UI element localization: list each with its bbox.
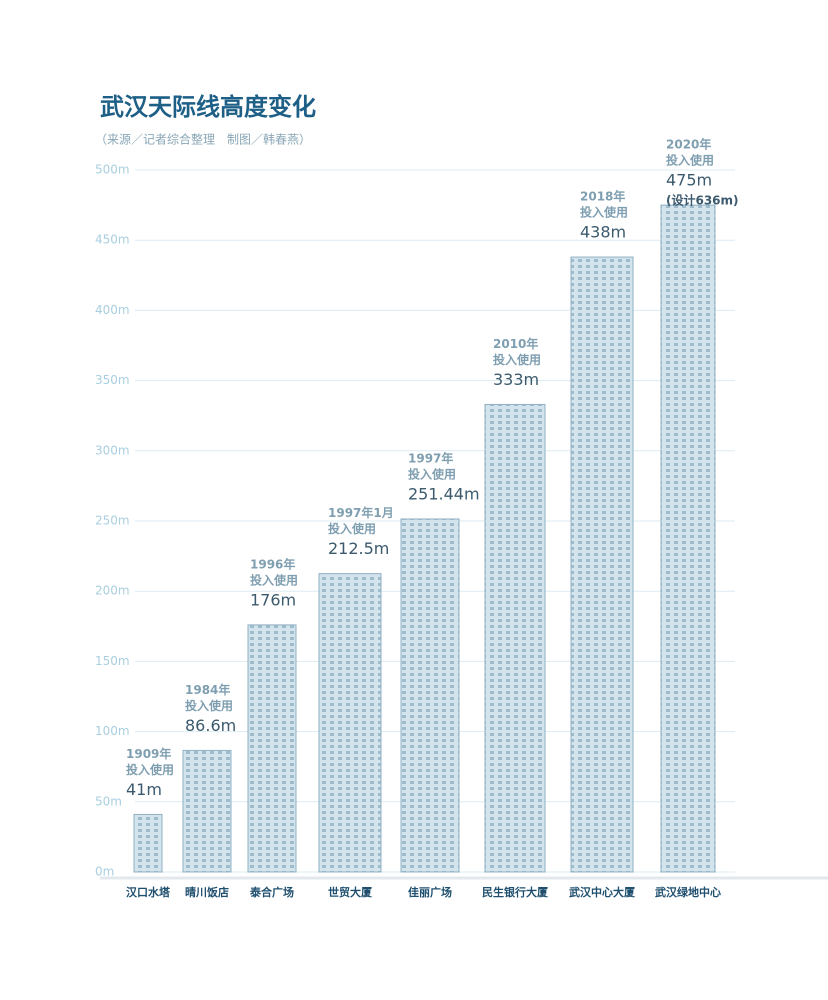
year-label: 2020年 bbox=[666, 137, 711, 152]
y-tick-label: 400m bbox=[95, 303, 130, 317]
status-label: 投入使用 bbox=[580, 205, 628, 220]
x-tick-label: 武汉绿地中心 bbox=[655, 885, 721, 899]
value-label: 86.6m bbox=[185, 716, 236, 735]
y-tick-label: 0m bbox=[95, 865, 114, 879]
year-label: 1984年 bbox=[185, 682, 230, 697]
bar bbox=[318, 573, 382, 873]
status-label: 投入使用 bbox=[126, 762, 174, 777]
bar bbox=[660, 204, 716, 873]
bar bbox=[133, 813, 163, 873]
y-tick-label: 150m bbox=[95, 654, 130, 668]
value-label: 41m bbox=[126, 780, 162, 799]
value-label: 251.44m bbox=[408, 484, 480, 503]
bar bbox=[182, 749, 232, 873]
status-label: 投入使用 bbox=[328, 521, 376, 536]
y-tick-label: 350m bbox=[95, 373, 130, 387]
y-tick-label: 500m bbox=[95, 163, 130, 177]
status-label: 投入使用 bbox=[185, 698, 233, 713]
year-label: 1997年 bbox=[408, 450, 453, 465]
value-label: 212.5m bbox=[328, 539, 389, 558]
year-label: 1909年 bbox=[126, 746, 171, 761]
value-label: 438m bbox=[580, 223, 626, 242]
chart-title: 武汉天际线高度变化 bbox=[100, 93, 316, 121]
status-label: 投入使用 bbox=[408, 466, 456, 481]
status-label: 投入使用 bbox=[666, 153, 714, 168]
year-label: 2018年 bbox=[580, 189, 625, 204]
bar bbox=[400, 518, 460, 873]
x-tick-label: 民生银行大厦 bbox=[482, 885, 549, 899]
annotation: (设计636m) bbox=[666, 193, 739, 208]
value-label: 475m bbox=[666, 171, 712, 190]
bar bbox=[247, 624, 297, 873]
y-tick-label: 100m bbox=[95, 724, 130, 738]
x-tick-label: 佳丽广场 bbox=[408, 885, 452, 899]
status-label: 投入使用 bbox=[493, 352, 541, 367]
year-label: 1997年1月 bbox=[328, 505, 394, 520]
x-tick-label: 汉口水塔 bbox=[126, 885, 171, 899]
value-label: 333m bbox=[493, 370, 539, 389]
bar bbox=[484, 403, 546, 873]
year-label: 2010年 bbox=[493, 336, 538, 351]
y-tick-label: 50m bbox=[95, 794, 122, 808]
status-label: 投入使用 bbox=[250, 572, 298, 587]
y-tick-label: 250m bbox=[95, 514, 130, 528]
x-tick-label: 泰合广场 bbox=[249, 885, 294, 899]
x-tick-label: 晴川饭店 bbox=[185, 885, 229, 899]
x-tick-label: 世贸大厦 bbox=[328, 885, 373, 899]
chart-subtitle: （来源／记者综合整理 制图／韩春燕） bbox=[95, 132, 311, 147]
y-tick-label: 450m bbox=[95, 233, 130, 247]
x-tick-label: 武汉中心大厦 bbox=[569, 885, 636, 899]
y-tick-label: 300m bbox=[95, 443, 130, 457]
bar bbox=[570, 256, 634, 873]
year-label: 1996年 bbox=[250, 556, 295, 571]
value-label: 176m bbox=[250, 590, 296, 609]
y-tick-label: 200m bbox=[95, 584, 130, 598]
